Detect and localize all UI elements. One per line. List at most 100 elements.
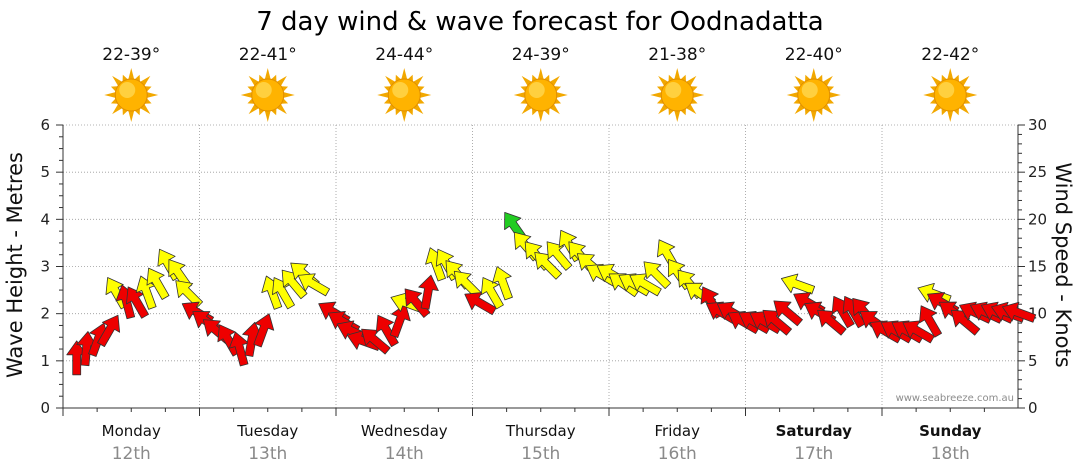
day-name: Saturday [776, 422, 853, 440]
day-labels: Monday 12th Tuesday 13th Wednesday 14th Thursd… [102, 422, 982, 464]
sun-ray [401, 110, 408, 122]
sun-highlight [938, 82, 955, 98]
sun-highlight [665, 82, 682, 98]
day-temperature: 22-39° [102, 45, 160, 65]
sun-ray [128, 110, 135, 122]
sun-highlight [801, 82, 818, 98]
sun-ray [377, 92, 389, 98]
sun-ray [692, 92, 705, 98]
wind-arrow [404, 288, 431, 318]
sun-ray [829, 92, 841, 98]
wind-arrow [175, 280, 204, 308]
sun-ray [264, 110, 271, 122]
left-tick-label: 5 [40, 163, 50, 181]
wind-arrow [773, 300, 803, 327]
day-name: Monday [102, 422, 161, 440]
sun-ray [283, 92, 295, 98]
sunny-icon [650, 68, 705, 122]
sunny-icon [104, 68, 159, 122]
right-axis-label: Wind Speed - Knots [1051, 162, 1075, 367]
day-date: 17th [794, 444, 833, 464]
day-date: 15th [521, 444, 560, 464]
day-temperature: 24-44° [375, 45, 433, 65]
day-name: Wednesday [361, 422, 448, 440]
grid-lines [63, 124, 1018, 408]
sun-ray [947, 68, 954, 80]
right-tick-label: 5 [1028, 352, 1038, 370]
left-tick-label: 6 [40, 116, 50, 134]
left-tick-label: 2 [40, 305, 50, 323]
sun-highlight [119, 82, 136, 98]
right-tick-label: 15 [1028, 258, 1047, 276]
wind-arrow [780, 273, 816, 295]
wind-arrow [217, 324, 241, 357]
day-temperature: 22-40° [785, 45, 843, 65]
wind-arrow [375, 314, 399, 348]
wind-arrow [919, 305, 942, 338]
sun-ray [401, 68, 408, 80]
axes [56, 124, 1025, 416]
day-date: 12th [112, 444, 151, 464]
wind-arrow [492, 266, 513, 301]
sun-ray [947, 110, 954, 122]
chart-title: 7 day wind & wave forecast for Oodnadatt… [256, 7, 823, 37]
wind-arrow [253, 313, 275, 348]
watermark: www.seabreeze.com.au [896, 393, 1014, 404]
right-tick-label: 0 [1028, 399, 1038, 417]
sunny-icon [786, 68, 841, 122]
sun-ray [810, 68, 817, 80]
day-name: Sunday [919, 422, 982, 440]
sun-ray [674, 68, 681, 80]
left-axis-label: Wave Height - Metres [3, 152, 27, 378]
sun-ray [264, 68, 271, 80]
wind-arrow [389, 303, 411, 339]
sun-ray [556, 92, 568, 98]
sun-ray [965, 92, 978, 98]
wind-arrow [1002, 301, 1037, 323]
left-tick-label: 1 [40, 352, 50, 370]
wind-arrow [480, 277, 504, 310]
sun-ray [419, 92, 432, 98]
wind-arrow [643, 261, 672, 290]
sun-ray [146, 92, 159, 98]
day-name: Thursday [505, 422, 576, 440]
sun-highlight [255, 82, 272, 98]
wind-arrow [272, 277, 295, 310]
sun-ray [240, 92, 253, 98]
sun-ray [537, 110, 544, 122]
sun-highlight [392, 82, 409, 98]
left-tick-label: 0 [40, 399, 50, 417]
day-date: 18th [931, 444, 970, 464]
sun-ray [128, 68, 135, 80]
left-axis-ticks: 0 1 2 3 4 5 6 [40, 116, 50, 417]
sun-ray [537, 68, 544, 80]
day-temperature: 22-42° [921, 45, 979, 65]
right-tick-label: 20 [1028, 210, 1047, 228]
day-date: 13th [248, 444, 287, 464]
left-tick-label: 3 [40, 258, 50, 276]
wind-arrows [66, 212, 1037, 376]
wind-arrow [146, 267, 170, 300]
day-temperature: 22-41° [239, 45, 297, 65]
sun-ray [650, 92, 662, 98]
left-tick-label: 4 [40, 210, 50, 228]
day-temperature: 24-39° [512, 45, 570, 65]
day-name: Friday [655, 422, 701, 440]
day-temperature: 21-38° [648, 45, 706, 65]
weather-row: 22-39° 22-41° 24-44° 24-39° 21-38° 22-40° 22-4… [102, 45, 979, 122]
day-name: Tuesday [236, 422, 298, 440]
sun-ray [786, 92, 799, 98]
sun-ray [674, 110, 681, 122]
sun-ray [810, 110, 817, 122]
sunny-icon [923, 68, 978, 122]
sunny-icon [377, 68, 432, 122]
day-date: 14th [385, 444, 424, 464]
sunny-icon [513, 68, 568, 122]
day-date: 16th [658, 444, 697, 464]
sunny-icon [240, 68, 295, 122]
right-tick-label: 30 [1028, 116, 1047, 134]
sun-highlight [528, 82, 545, 98]
wind-arrow [418, 274, 439, 310]
